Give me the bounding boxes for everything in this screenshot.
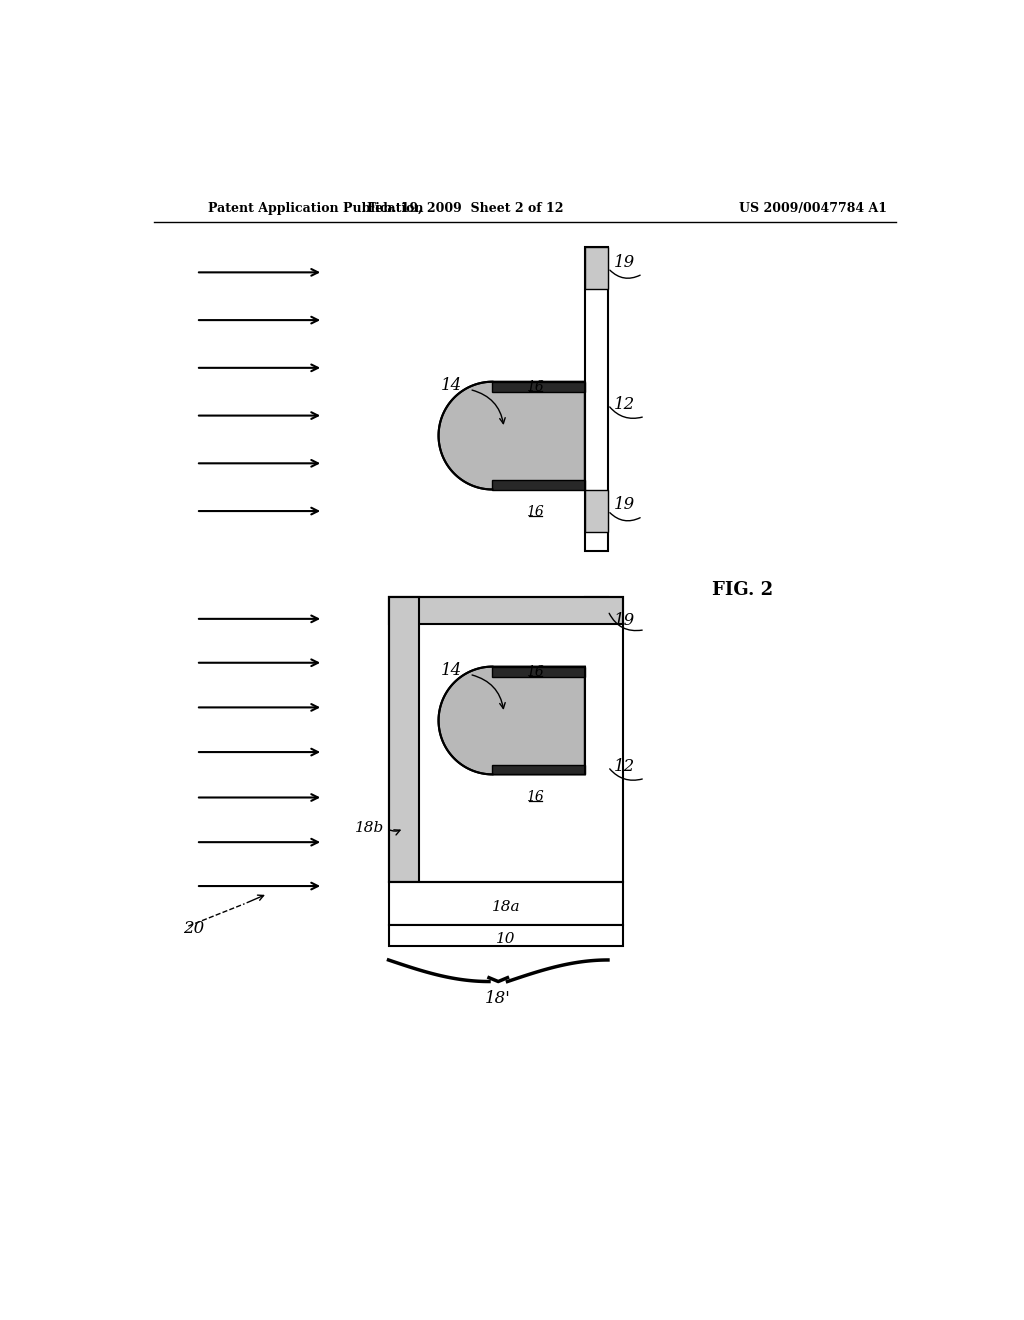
Bar <box>388 924 624 946</box>
Bar <box>585 247 608 289</box>
Bar <box>585 247 608 552</box>
Text: 19: 19 <box>614 253 635 271</box>
Text: 16: 16 <box>526 504 544 519</box>
Bar <box>493 766 585 775</box>
Text: Feb. 19, 2009  Sheet 2 of 12: Feb. 19, 2009 Sheet 2 of 12 <box>368 202 564 215</box>
Bar <box>493 667 585 677</box>
Text: Patent Application Publication: Patent Application Publication <box>208 202 423 215</box>
Text: US 2009/0047784 A1: US 2009/0047784 A1 <box>739 202 887 215</box>
Bar <box>493 381 585 392</box>
Text: 12: 12 <box>614 396 635 413</box>
Text: 16: 16 <box>526 789 544 804</box>
Bar <box>585 597 608 936</box>
Text: 14: 14 <box>440 661 462 678</box>
Text: 18a: 18a <box>492 900 520 915</box>
Bar <box>493 480 585 490</box>
Polygon shape <box>438 667 585 775</box>
Bar <box>419 624 624 882</box>
Text: 16: 16 <box>526 380 544 395</box>
Text: 10: 10 <box>497 932 516 946</box>
Text: 18b: 18b <box>355 821 385 836</box>
Text: FIG. 2: FIG. 2 <box>712 581 773 598</box>
Text: 19: 19 <box>614 612 635 628</box>
Text: 18': 18' <box>485 990 511 1007</box>
Bar <box>388 597 624 624</box>
Text: 16: 16 <box>526 665 544 678</box>
Polygon shape <box>438 381 585 490</box>
Bar <box>388 597 419 882</box>
Bar <box>388 882 624 924</box>
Text: 20: 20 <box>183 920 204 937</box>
Text: 19: 19 <box>614 496 635 513</box>
Bar <box>585 490 608 532</box>
Text: 12: 12 <box>614 758 635 775</box>
Text: 14: 14 <box>440 378 462 395</box>
Bar <box>388 597 624 882</box>
